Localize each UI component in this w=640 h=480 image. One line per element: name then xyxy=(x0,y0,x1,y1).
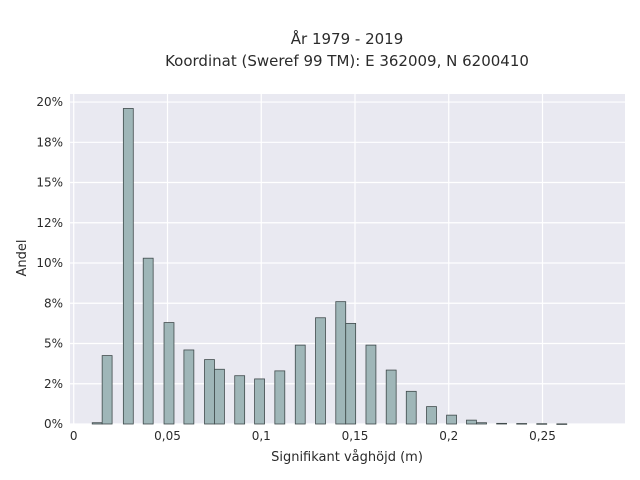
histogram-bar xyxy=(214,368,225,425)
histogram-bar xyxy=(163,322,175,425)
y-tick-label: 12% xyxy=(36,216,63,230)
x-tick-label: 0,25 xyxy=(529,429,556,443)
histogram-bar xyxy=(274,370,286,425)
x-axis-label: Signifikant våghöjd (m) xyxy=(271,450,423,465)
histogram-bar xyxy=(122,108,134,425)
histogram-bar xyxy=(496,422,507,425)
histogram-bar xyxy=(315,317,326,425)
histogram-bar xyxy=(183,349,195,425)
histogram-bar xyxy=(294,344,306,425)
histogram-bar xyxy=(142,257,154,425)
histogram-bar xyxy=(365,344,377,425)
histogram-bar xyxy=(426,406,437,425)
y-tick-label: 5% xyxy=(44,337,63,351)
y-tick-label: 0% xyxy=(44,417,63,431)
chart-title-line-1: År 1979 - 2019 xyxy=(291,29,404,48)
y-tick-label: 10% xyxy=(36,256,63,270)
histogram-bar xyxy=(204,359,215,425)
histogram-bar xyxy=(91,422,103,425)
histogram-bar xyxy=(536,423,548,425)
histogram-bar xyxy=(516,423,528,425)
y-tick-label: 20% xyxy=(36,95,63,109)
histogram-bar xyxy=(556,423,568,425)
x-tick-label: 0,2 xyxy=(439,429,458,443)
y-tick-label: 18% xyxy=(36,135,63,149)
x-tick-labels: 0 0,05 0,1 0,15 0,2 0,25 xyxy=(70,429,556,443)
histogram-bar xyxy=(345,322,357,425)
y-tick-labels: 0% 2% 5% 8% 10% 12% 15% 18% 20% xyxy=(36,95,63,431)
histogram-bar xyxy=(385,369,397,425)
x-tick-label: 0,15 xyxy=(342,429,369,443)
x-tick-label: 0,1 xyxy=(252,429,271,443)
x-tick-label: 0 xyxy=(70,429,78,443)
histogram-bar xyxy=(234,375,246,425)
histogram-bar xyxy=(335,301,347,425)
chart-title-line-2: Koordinat (Sweref 99 TM): E 362009, N 62… xyxy=(165,52,529,70)
x-tick-label: 0,05 xyxy=(154,429,181,443)
histogram-bar xyxy=(405,390,417,425)
histogram-bar xyxy=(476,422,487,425)
y-tick-label: 15% xyxy=(36,176,63,190)
y-tick-label: 8% xyxy=(44,296,63,310)
histogram-bar xyxy=(446,414,457,425)
histogram-bar xyxy=(101,355,113,425)
bars xyxy=(91,108,568,425)
histogram-bar xyxy=(254,378,265,425)
y-axis-label: Andel xyxy=(15,240,30,277)
y-tick-label: 2% xyxy=(44,377,63,391)
histogram-bar xyxy=(466,419,477,425)
